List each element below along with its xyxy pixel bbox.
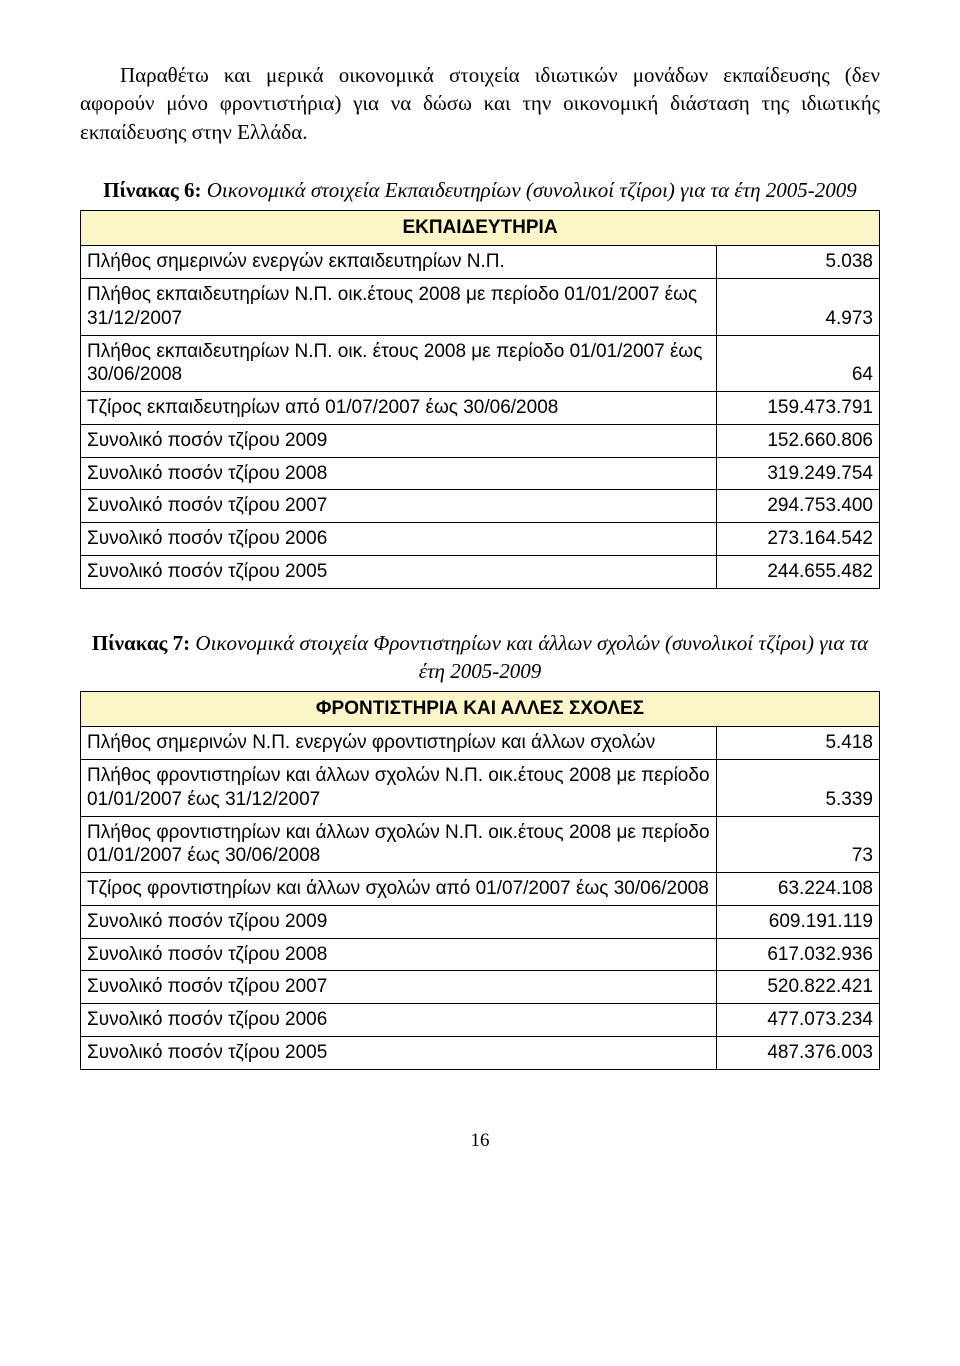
table-row: Συνολικό ποσόν τζίρου 2009152.660.806 — [81, 424, 880, 457]
table-row: Συνολικό ποσόν τζίρου 2007294.753.400 — [81, 490, 880, 523]
table6-caption: Πίνακας 6: Οικονομικά στοιχεία Εκπαιδευτ… — [80, 176, 880, 204]
cell-label: Συνολικό ποσόν τζίρου 2009 — [81, 905, 717, 938]
table7-caption: Πίνακας 7: Οικονομικά στοιχεία Φροντιστη… — [80, 629, 880, 686]
table-row: Τζίρος εκπαιδευτηρίων από 01/07/2007 έως… — [81, 392, 880, 425]
cell-label: Συνολικό ποσόν τζίρου 2007 — [81, 971, 717, 1004]
table-row: Συνολικό ποσόν τζίρου 2006477.073.234 — [81, 1004, 880, 1037]
cell-value: 477.073.234 — [717, 1004, 880, 1037]
table-row: Πλήθος εκπαιδευτηρίων Ν.Π. οικ.έτους 200… — [81, 279, 880, 336]
cell-value: 5.038 — [717, 246, 880, 279]
table6: ΕΚΠΑΙΔΕΥΤΗΡΙΑ Πλήθος σημερινών ενεργών ε… — [80, 210, 880, 588]
table-row: Πλήθος φροντιστηρίων και άλλων σχολών Ν.… — [81, 760, 880, 817]
table-row: Συνολικό ποσόν τζίρου 2009609.191.119 — [81, 905, 880, 938]
cell-value: 294.753.400 — [717, 490, 880, 523]
cell-label: Συνολικό ποσόν τζίρου 2007 — [81, 490, 717, 523]
page-number: 16 — [80, 1130, 880, 1152]
cell-label: Συνολικό ποσόν τζίρου 2009 — [81, 424, 717, 457]
cell-label: Συνολικό ποσόν τζίρου 2005 — [81, 1036, 717, 1069]
cell-label: Πλήθος φροντιστηρίων και άλλων σχολών Ν.… — [81, 760, 717, 817]
cell-value: 159.473.791 — [717, 392, 880, 425]
cell-value: 273.164.542 — [717, 523, 880, 556]
table-row: Συνολικό ποσόν τζίρου 2005244.655.482 — [81, 555, 880, 588]
cell-label: Συνολικό ποσόν τζίρου 2008 — [81, 938, 717, 971]
cell-value: 520.822.421 — [717, 971, 880, 1004]
cell-label: Συνολικό ποσόν τζίρου 2006 — [81, 1004, 717, 1037]
intro-paragraph: Παραθέτω και μερικά οικονομικά στοιχεία … — [80, 61, 880, 146]
cell-value: 64 — [717, 335, 880, 392]
table-row: Τζίρος φροντιστηρίων και άλλων σχολών απ… — [81, 873, 880, 906]
table6-caption-rest: Οικονομικά στοιχεία Εκπαιδευτηρίων (συνο… — [202, 178, 857, 202]
table-row: Συνολικό ποσόν τζίρου 2008319.249.754 — [81, 457, 880, 490]
table-row: Πλήθος σημερινών Ν.Π. ενεργών φροντιστηρ… — [81, 727, 880, 760]
table-row: Συνολικό ποσόν τζίρου 2008617.032.936 — [81, 938, 880, 971]
cell-label: Τζίρος φροντιστηρίων και άλλων σχολών απ… — [81, 873, 717, 906]
cell-label: Συνολικό ποσόν τζίρου 2008 — [81, 457, 717, 490]
cell-label: Πλήθος σημερινών ενεργών εκπαιδευτηρίων … — [81, 246, 717, 279]
cell-value: 617.032.936 — [717, 938, 880, 971]
cell-value: 319.249.754 — [717, 457, 880, 490]
document-page: Παραθέτω και μερικά οικονομικά στοιχεία … — [0, 0, 960, 1192]
table7-caption-label: Πίνακας 7: — [92, 631, 190, 655]
cell-value: 73 — [717, 816, 880, 873]
cell-value: 609.191.119 — [717, 905, 880, 938]
cell-label: Πλήθος φροντιστηρίων και άλλων σχολών Ν.… — [81, 816, 717, 873]
cell-value: 4.973 — [717, 279, 880, 336]
cell-value: 5.418 — [717, 727, 880, 760]
table7: ΦΡΟΝΤΙΣΤΗΡΙΑ ΚΑΙ ΑΛΛΕΣ ΣΧΟΛΕΣ Πλήθος σημ… — [80, 691, 880, 1069]
table-row: Συνολικό ποσόν τζίρου 2005487.376.003 — [81, 1036, 880, 1069]
table7-header: ΦΡΟΝΤΙΣΤΗΡΙΑ ΚΑΙ ΑΛΛΕΣ ΣΧΟΛΕΣ — [81, 692, 880, 727]
table6-header: ΕΚΠΑΙΔΕΥΤΗΡΙΑ — [81, 211, 880, 246]
cell-label: Τζίρος εκπαιδευτηρίων από 01/07/2007 έως… — [81, 392, 717, 425]
cell-label: Συνολικό ποσόν τζίρου 2005 — [81, 555, 717, 588]
table-row: Συνολικό ποσόν τζίρου 2007520.822.421 — [81, 971, 880, 1004]
cell-label: Πλήθος σημερινών Ν.Π. ενεργών φροντιστηρ… — [81, 727, 717, 760]
table7-caption-rest: Οικονομικά στοιχεία Φροντιστηρίων και άλ… — [190, 631, 868, 683]
table-row: Συνολικό ποσόν τζίρου 2006273.164.542 — [81, 523, 880, 556]
cell-label: Συνολικό ποσόν τζίρου 2006 — [81, 523, 717, 556]
cell-label: Πλήθος εκπαιδευτηρίων Ν.Π. οικ.έτους 200… — [81, 279, 717, 336]
table-row: Πλήθος φροντιστηρίων και άλλων σχολών Ν.… — [81, 816, 880, 873]
cell-value: 487.376.003 — [717, 1036, 880, 1069]
table-row: Πλήθος σημερινών ενεργών εκπαιδευτηρίων … — [81, 246, 880, 279]
table-row: Πλήθος εκπαιδευτηρίων Ν.Π. οικ. έτους 20… — [81, 335, 880, 392]
cell-label: Πλήθος εκπαιδευτηρίων Ν.Π. οικ. έτους 20… — [81, 335, 717, 392]
table6-caption-label: Πίνακας 6: — [103, 178, 201, 202]
cell-value: 152.660.806 — [717, 424, 880, 457]
cell-value: 63.224.108 — [717, 873, 880, 906]
cell-value: 5.339 — [717, 760, 880, 817]
table7-header-row: ΦΡΟΝΤΙΣΤΗΡΙΑ ΚΑΙ ΑΛΛΕΣ ΣΧΟΛΕΣ — [81, 692, 880, 727]
cell-value: 244.655.482 — [717, 555, 880, 588]
table6-header-row: ΕΚΠΑΙΔΕΥΤΗΡΙΑ — [81, 211, 880, 246]
